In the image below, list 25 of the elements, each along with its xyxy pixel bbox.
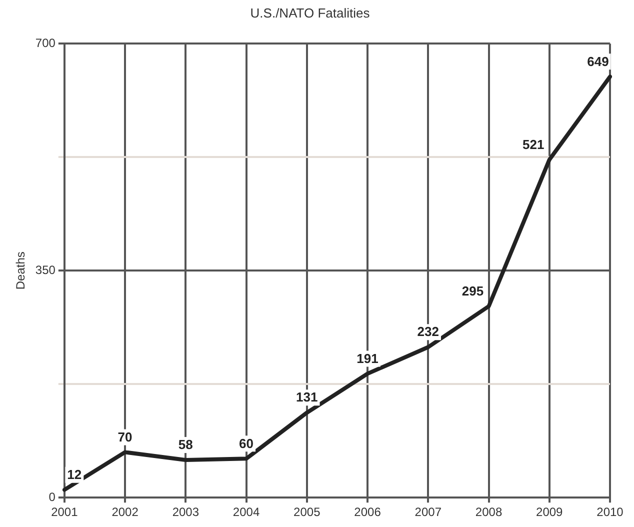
y-tick-label: 700 [35, 36, 56, 50]
data-label: 649 [587, 54, 609, 69]
x-tick-label: 2002 [112, 505, 139, 520]
data-label: 191 [356, 350, 378, 366]
data-label: 232 [417, 324, 439, 340]
chart-title: U.S./NATO Fatalities [250, 5, 370, 20]
x-tick-label: 2010 [596, 505, 624, 520]
data-label: 295 [462, 283, 484, 298]
data-label: 131 [296, 390, 318, 405]
x-tick-label: 2007 [414, 505, 442, 520]
x-tick-label: 2001 [51, 505, 78, 520]
data-label: 12 [67, 466, 82, 482]
data-label: 60 [239, 436, 254, 451]
x-tick-label: 2008 [475, 505, 502, 520]
x-tick-label: 2004 [232, 505, 260, 520]
data-label: 521 [522, 136, 544, 152]
x-tick-label: 2003 [172, 505, 200, 520]
y-tick-label: 0 [48, 490, 56, 504]
x-tick-label: 2009 [536, 505, 564, 520]
data-label: 58 [178, 437, 193, 452]
y-tick-label: 350 [35, 262, 56, 277]
y-axis-title: Deaths [14, 252, 28, 290]
data-label: 70 [118, 429, 132, 444]
x-tick-label: 2005 [294, 505, 321, 520]
x-tick-label: 2006 [354, 505, 382, 520]
